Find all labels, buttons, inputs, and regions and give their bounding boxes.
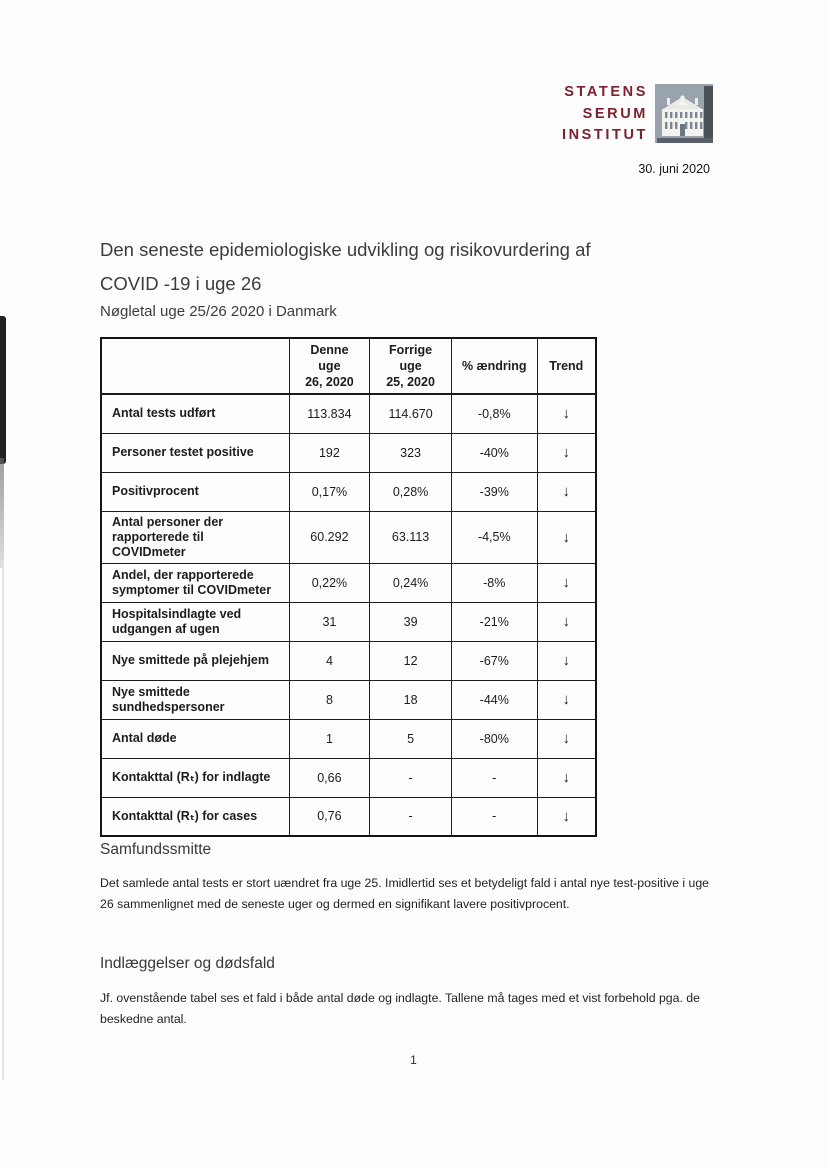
scan-artifact-fade bbox=[0, 458, 4, 568]
page-title-line2: COVID -19 i uge 26 bbox=[100, 273, 262, 294]
cell-trend-arrow-icon: ↓ bbox=[536, 432, 597, 473]
cell-current-week-value: 4 bbox=[288, 640, 371, 681]
cell-label: Antal døde bbox=[100, 718, 290, 759]
cell-current-week-value: 113.834 bbox=[288, 393, 371, 434]
cell-current-week-value: 192 bbox=[288, 432, 371, 473]
cell-previous-week-value: 63.113 bbox=[369, 510, 452, 564]
header-cell-current-week: Denne uge 26, 2020 bbox=[288, 337, 371, 395]
header-cell-trend: Trend bbox=[536, 337, 597, 395]
page-number: 1 bbox=[410, 1053, 417, 1067]
cell-change-value: -0,8% bbox=[450, 393, 538, 434]
cell-trend-arrow-icon: ↓ bbox=[536, 679, 597, 720]
scan-artifact-line bbox=[2, 560, 4, 1080]
cell-change-value: -21% bbox=[450, 601, 538, 642]
table-row: Positivprocent 0,17% 0,28% -39% ↓ bbox=[100, 471, 597, 512]
cell-change-value: -67% bbox=[450, 640, 538, 681]
cell-label: Positivprocent bbox=[100, 471, 290, 512]
cell-label: Hospitalsindlagte ved udgangen af ugen bbox=[100, 601, 290, 642]
cell-label: Kontakttal (Rₜ) for indlagte bbox=[100, 757, 290, 798]
table-row: Hospitalsindlagte ved udgangen af ugen 31… bbox=[100, 601, 597, 642]
section-body-samfundssmitte: Det samlede antal tests er stort uændret… bbox=[100, 876, 710, 911]
cell-label: Andel, der rapporterede symptomer til CO… bbox=[100, 562, 290, 603]
header-cell-previous-week: Forrige uge 25, 2020 bbox=[369, 337, 452, 395]
cell-label: Antal personer der rapporterede til COVI… bbox=[100, 510, 290, 564]
cell-label: Antal tests udført bbox=[100, 393, 290, 434]
table-row: Nye smittede på plejehjem 4 12 -67% ↓ bbox=[100, 640, 597, 681]
cell-current-week-value: 0,22% bbox=[288, 562, 371, 603]
cell-current-week-value: 31 bbox=[288, 601, 371, 642]
table-row: Andel, der rapporterede symptomer til CO… bbox=[100, 562, 597, 603]
cell-change-value: -40% bbox=[450, 432, 538, 473]
key-figures-table: Denne uge 26, 2020 Forrige uge 25, 2020 … bbox=[100, 337, 597, 837]
cell-change-value: -4,5% bbox=[450, 510, 538, 564]
cell-change-value: -80% bbox=[450, 718, 538, 759]
org-name-line1: STATENS bbox=[564, 84, 648, 100]
cell-previous-week-value: 5 bbox=[369, 718, 452, 759]
cell-current-week-value: 1 bbox=[288, 718, 371, 759]
cell-label: Nye smittede på plejehjem bbox=[100, 640, 290, 681]
cell-trend-arrow-icon: ↓ bbox=[536, 562, 597, 603]
table-row: Kontakttal (Rₜ) for indlagte 0,66- - ↓ bbox=[100, 757, 597, 798]
cell-trend-arrow-icon: ↓ bbox=[536, 757, 597, 798]
cell-previous-week-value: 323 bbox=[369, 432, 452, 473]
ssi-building-logo-icon bbox=[655, 84, 713, 143]
cell-previous-week-value: 0,28% bbox=[369, 471, 452, 512]
section-heading-indlaeggelser: Indlæggelser og dødsfald bbox=[100, 955, 275, 972]
cell-label: Kontakttal (Rₜ) for cases bbox=[100, 796, 290, 837]
table-row: Kontakttal (Rₜ) for cases 0,76- - ↓ bbox=[100, 796, 597, 837]
cell-label: Personer testet positive bbox=[100, 432, 290, 473]
cell-trend-arrow-icon: ↓ bbox=[536, 796, 597, 837]
cell-change-value: -39% bbox=[450, 471, 538, 512]
cell-trend-arrow-icon: ↓ bbox=[536, 393, 597, 434]
cell-previous-week-value: 18 bbox=[369, 679, 452, 720]
cell-previous-week-value: 12 bbox=[369, 640, 452, 681]
section-body-indlaeggelser: Jf. ovenstående tabel ses et fald i både… bbox=[100, 991, 700, 1026]
document-date: 30. juni 2020 bbox=[638, 162, 710, 176]
page-subtitle: Nøgletal uge 25/26 2020 i Danmark bbox=[100, 303, 337, 320]
cell-current-week-value: 0,76 bbox=[288, 796, 371, 837]
table-row: Antal døde 1 5 -80% ↓ bbox=[100, 718, 597, 759]
cell-trend-arrow-icon: ↓ bbox=[536, 471, 597, 512]
cell-previous-week-value: - bbox=[369, 796, 452, 837]
cell-change-value: - bbox=[450, 757, 538, 798]
cell-change-value: -44% bbox=[450, 679, 538, 720]
org-name: STATENS SERUM INSTITUT bbox=[562, 82, 648, 147]
cell-current-week-value: 0,66 bbox=[288, 757, 371, 798]
page-title-line1: Den seneste epidemiologiske udvikling og… bbox=[100, 239, 591, 260]
org-name-line2: SERUM bbox=[582, 105, 648, 122]
cell-current-week-value: 0,17% bbox=[288, 471, 371, 512]
cell-current-week-value: 60.292 bbox=[288, 510, 371, 564]
page-title: Den seneste epidemiologiske udvikling og… bbox=[100, 233, 700, 301]
table-header: Denne uge 26, 2020 Forrige uge 25, 2020 … bbox=[100, 337, 597, 395]
table-row: Antal personer der rapporterede til COVI… bbox=[100, 510, 597, 564]
scan-artifact-dark bbox=[0, 316, 6, 464]
table-row: Personer testet positive 192 323 -40% ↓ bbox=[100, 432, 597, 473]
cell-change-value: -8% bbox=[450, 562, 538, 603]
cell-previous-week-value: - bbox=[369, 757, 452, 798]
cell-label: Nye smittede sundhedspersoner bbox=[100, 679, 290, 720]
cell-trend-arrow-icon: ↓ bbox=[536, 601, 597, 642]
table-header-row: Denne uge 26, 2020 Forrige uge 25, 2020 … bbox=[100, 337, 597, 395]
cell-trend-arrow-icon: ↓ bbox=[536, 640, 597, 681]
table-row: Antal tests udført 113.834 114.670 -0,8% ↓ bbox=[100, 393, 597, 434]
header-cell-label bbox=[100, 337, 290, 395]
org-name-line3: INSTITUT bbox=[561, 127, 648, 143]
cell-change-value: - bbox=[450, 796, 538, 837]
table-row: Nye smittede sundhedspersoner 8 18 -44% ↓ bbox=[100, 679, 597, 720]
header-cell-change: % ændring bbox=[450, 337, 538, 395]
cell-previous-week-value: 39 bbox=[369, 601, 452, 642]
cell-previous-week-value: 0,24% bbox=[369, 562, 452, 603]
cell-previous-week-value: 114.670 bbox=[369, 393, 452, 434]
key-figures-table-body: Antal tests udført 113.834 114.670 -0,8% ↓ Pe… bbox=[100, 393, 597, 837]
cell-current-week-value: 8 bbox=[288, 679, 371, 720]
cell-trend-arrow-icon: ↓ bbox=[536, 510, 597, 564]
cell-trend-arrow-icon: ↓ bbox=[536, 718, 597, 759]
section-heading-samfundssmitte: Samfundssmitte bbox=[100, 841, 212, 858]
